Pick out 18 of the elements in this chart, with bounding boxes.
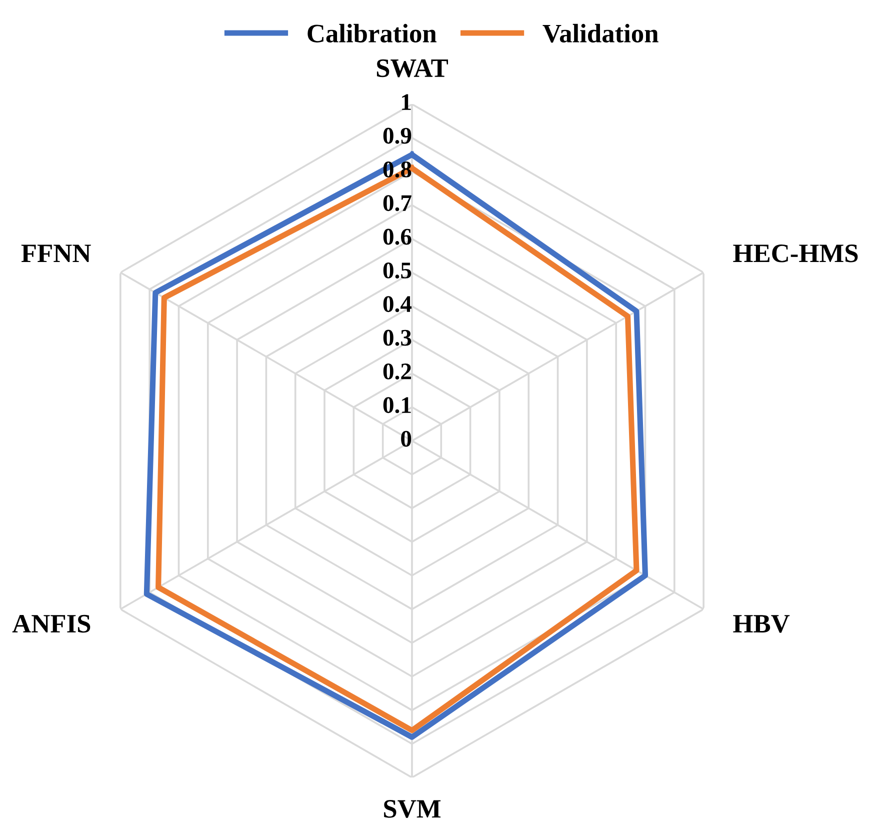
y-tick-label: 0.6 xyxy=(383,228,412,245)
legend-label: Calibration xyxy=(308,24,436,42)
y-tick-label: 0.1 xyxy=(383,397,411,414)
y-tick-label: 0.4 xyxy=(383,296,412,312)
y-tick-label: 0.3 xyxy=(383,330,412,346)
y-tick-label: 0.9 xyxy=(383,128,412,144)
spoke-label: HBV xyxy=(733,615,790,633)
spoke-label: FFNN xyxy=(21,244,91,262)
spoke-label: HEC-HMS xyxy=(733,244,858,262)
y-tick-label: 0 xyxy=(401,430,412,447)
y-tick-label: 1 xyxy=(402,94,411,110)
y-tick-label: 0.7 xyxy=(383,195,412,212)
y-tick-label: 0.5 xyxy=(383,262,412,279)
spoke-label: SWAT xyxy=(376,59,448,78)
spoke-label: ANFIS xyxy=(12,614,90,633)
spoke-label: SVM xyxy=(384,800,441,818)
y-tick-label: 0.2 xyxy=(383,363,411,380)
legend-label: Validation xyxy=(542,24,658,43)
